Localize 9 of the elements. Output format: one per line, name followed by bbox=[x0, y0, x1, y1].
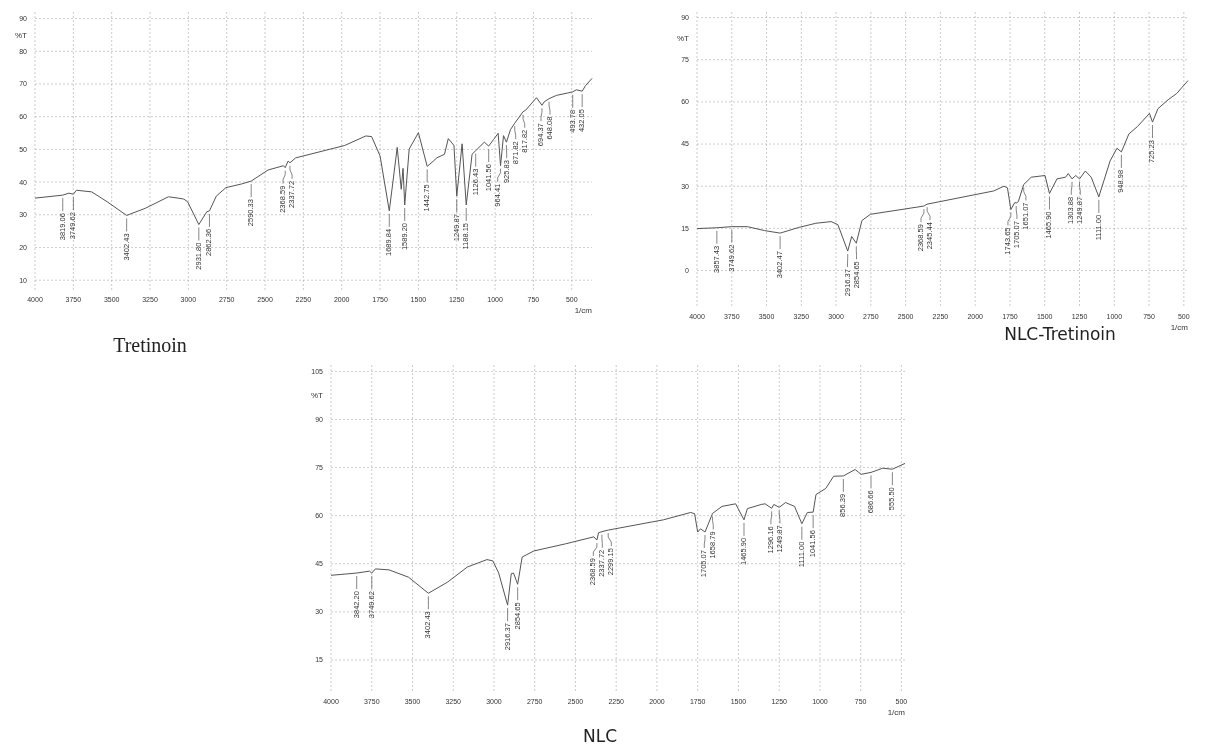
y-axis-title: %T bbox=[311, 391, 324, 401]
text: NLC-Tretinoin bbox=[1004, 324, 1116, 344]
y-axis-title: %T bbox=[677, 34, 690, 44]
y-axis-title: %T bbox=[15, 30, 28, 40]
x-axis-title: 1/cm bbox=[574, 306, 593, 315]
x-axis-title: 1/cm bbox=[887, 708, 906, 717]
text: Tretinoin bbox=[113, 334, 187, 356]
text: NLC bbox=[582, 726, 618, 746]
x-axis-title: 1/cm bbox=[1170, 323, 1189, 332]
